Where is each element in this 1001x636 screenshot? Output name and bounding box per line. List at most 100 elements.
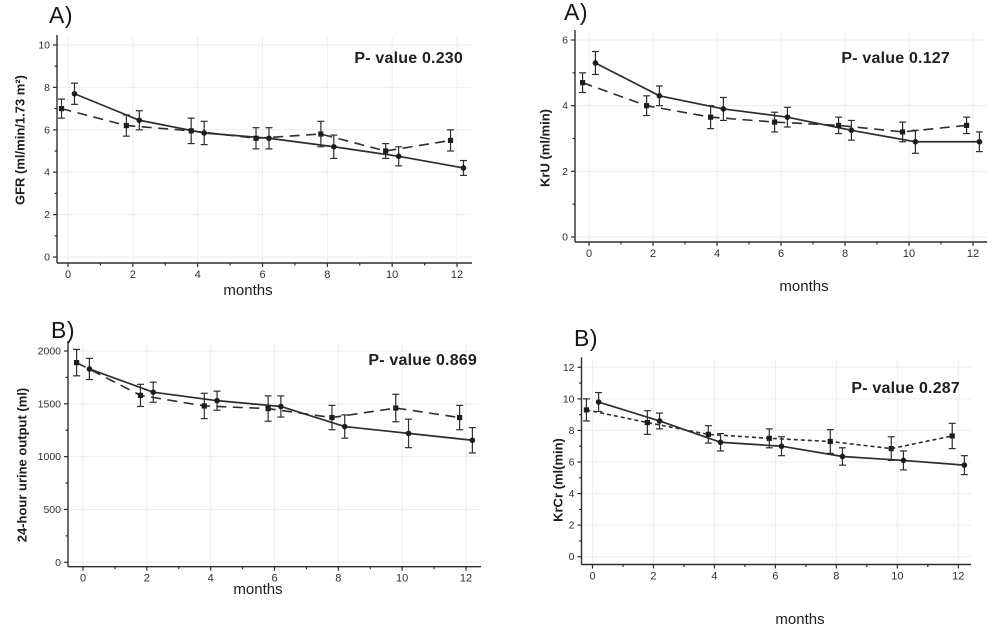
y-tick-label: 0 xyxy=(569,551,575,563)
marker-square xyxy=(74,360,80,366)
marker-circle xyxy=(656,418,663,424)
x-tick-label: 4 xyxy=(711,571,717,583)
series-solid xyxy=(85,357,476,454)
y-tick-label: 6 xyxy=(562,35,568,47)
x-tick-label: 6 xyxy=(259,269,265,281)
p-value-annotation-krcr: P- value 0.287 xyxy=(851,380,960,397)
marker-square xyxy=(123,122,129,129)
x-axis-title-gfr: months xyxy=(223,282,273,299)
markers xyxy=(86,366,476,444)
x-tick-label: 8 xyxy=(842,248,848,260)
error-bars xyxy=(70,82,467,176)
marker-square xyxy=(457,414,463,421)
y-tick-label: 0 xyxy=(44,252,50,264)
x-axis-title-urine: months xyxy=(233,581,283,598)
x-tick-label: 2 xyxy=(130,269,136,281)
error-bars xyxy=(73,348,464,431)
y-tick-label: 0 xyxy=(55,557,61,569)
x-tick-label: 8 xyxy=(324,269,330,281)
marker-circle xyxy=(976,138,983,145)
y-tick-label: 500 xyxy=(43,504,61,516)
p-value-annotation-kru: P- value 0.127 xyxy=(841,50,950,67)
marker-square xyxy=(318,131,324,137)
x-tick-label: 2 xyxy=(650,248,656,260)
marker-square xyxy=(383,148,389,154)
x-tick-label: 0 xyxy=(80,573,86,585)
x-tick-label: 8 xyxy=(833,571,839,583)
marker-square xyxy=(58,106,65,112)
x-tick-label: 10 xyxy=(903,248,915,260)
x-tick-label: 10 xyxy=(396,573,408,585)
marker-circle xyxy=(395,153,402,160)
markers xyxy=(71,90,467,171)
marker-circle xyxy=(656,93,663,99)
marker-circle xyxy=(784,114,791,120)
marker-circle xyxy=(136,117,143,124)
x-tick-label: 0 xyxy=(589,571,595,583)
y-tick-label: 1000 xyxy=(38,451,62,463)
y-tick-label: 2 xyxy=(44,209,50,221)
error-bars xyxy=(58,98,455,160)
marker-square xyxy=(888,445,894,452)
x-tick-label: 12 xyxy=(451,269,463,281)
x-tick-label: 10 xyxy=(891,571,903,583)
marker-circle xyxy=(961,462,968,468)
x-tick-label: 4 xyxy=(714,248,720,260)
series-dashed xyxy=(582,398,956,462)
series-dashed xyxy=(73,348,464,431)
panel-label-a-left: A) xyxy=(49,2,73,28)
gridlines xyxy=(576,32,987,241)
series-dashed xyxy=(58,98,455,160)
marker-square xyxy=(583,407,590,413)
y-tick-label: 10 xyxy=(563,393,575,405)
marker-circle xyxy=(469,437,476,444)
marker-square xyxy=(772,119,778,125)
marker-circle xyxy=(592,60,599,66)
marker-circle xyxy=(848,127,855,134)
panel-label-b-right: B) xyxy=(574,325,598,351)
kru-plot: 0 2 4 6 0 2 4 6 8 10 12 xyxy=(562,30,987,261)
p-value-annotation-gfr: P- value 0.230 xyxy=(354,50,463,67)
tick-labels: 0 2 4 6 0 2 4 6 8 10 12 xyxy=(562,35,979,261)
marker-circle xyxy=(720,106,727,112)
x-tick-label: 6 xyxy=(271,573,277,585)
marker-square xyxy=(580,80,586,86)
axes xyxy=(56,35,472,264)
marker-square xyxy=(393,405,399,411)
axis-ticks xyxy=(53,44,458,267)
y-axis-title-kru: KrU (ml/min) xyxy=(537,109,553,187)
x-axis-title-kru: months xyxy=(779,278,829,295)
y-tick-label: 10 xyxy=(38,40,50,52)
x-tick-label: 4 xyxy=(208,573,214,585)
panel-krcr: 0 2 4 6 8 10 12 0 2 4 6 8 10 12 B) P- value 0.287 mon… xyxy=(500,318,1001,636)
marker-square xyxy=(836,122,842,128)
marker-square xyxy=(644,103,650,109)
marker-circle xyxy=(460,165,467,171)
p-value-annotation-urine: P- value 0.869 xyxy=(368,352,477,369)
x-tick-label: 10 xyxy=(386,269,398,281)
marker-circle xyxy=(900,457,907,464)
y-axis-title-gfr: GFR (ml/min/1.73 m²) xyxy=(12,74,28,206)
marker-circle xyxy=(405,430,412,437)
marker-square xyxy=(137,392,144,398)
panel-label-a-right: A) xyxy=(564,0,588,25)
x-tick-label: 12 xyxy=(460,573,472,585)
y-axis-title-urine: 24-hour urine output (ml) xyxy=(14,387,30,543)
y-tick-label: 4 xyxy=(44,167,50,179)
series-solid xyxy=(70,82,467,176)
error-bars xyxy=(595,391,968,476)
gridlines xyxy=(69,343,481,566)
series-solid xyxy=(591,50,983,154)
x-tick-label: 2 xyxy=(650,571,656,583)
y-tick-label: 6 xyxy=(569,457,575,469)
x-tick-label: 0 xyxy=(586,248,592,260)
marker-square xyxy=(949,433,955,439)
y-tick-label: 4 xyxy=(562,100,568,112)
marker-square xyxy=(188,128,194,134)
tick-labels: 0 500 1000 1500 2000 0 2 4 6 8 10 12 xyxy=(38,346,472,585)
panel-gfr: 0 2 4 6 8 10 0 2 4 6 8 10 12 A) P- value 0.230 month… xyxy=(0,0,500,318)
y-tick-label: 12 xyxy=(563,362,575,374)
x-tick-label: 0 xyxy=(65,269,71,281)
y-tick-label: 0 xyxy=(562,232,568,244)
